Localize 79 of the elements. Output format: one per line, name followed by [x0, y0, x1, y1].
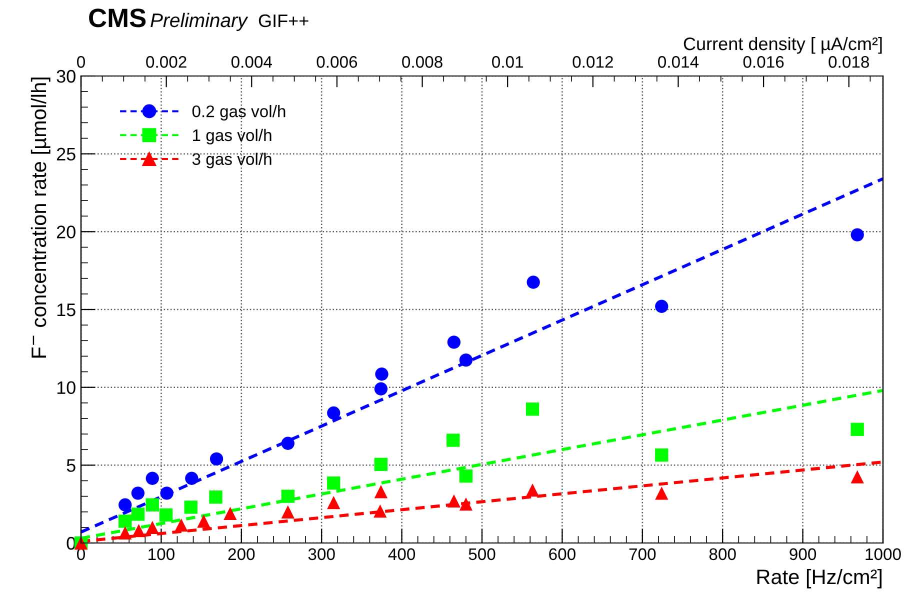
y-axis-title: F$^{−}$ concentration rate [µmol/lh] — [30, 78, 50, 358]
point — [281, 436, 295, 450]
point — [160, 486, 174, 500]
point — [374, 458, 388, 471]
point — [850, 228, 864, 242]
text: GIF++ — [258, 14, 308, 28]
point — [146, 498, 159, 512]
point — [174, 518, 188, 532]
x2-tick-label: 0.004 — [231, 56, 272, 68]
x-tick-label: 800 — [709, 548, 736, 560]
point — [327, 406, 340, 420]
point — [281, 490, 295, 503]
point — [850, 422, 864, 436]
x2-tick-label: 0 — [77, 56, 85, 68]
x2-tick-label: 0.002 — [146, 56, 186, 68]
point — [374, 485, 388, 498]
point — [375, 368, 388, 381]
x-tick-label: 700 — [629, 548, 656, 560]
point — [446, 434, 460, 447]
legend-label: 3 gas vol/h — [192, 152, 272, 168]
x-tick-label: 1000 — [866, 548, 901, 560]
x2-tick-label: 0.012 — [572, 56, 613, 68]
x2-tick-label: 0.014 — [658, 56, 699, 68]
x-tick-label: 600 — [549, 548, 576, 560]
x2-tick-label: 0.016 — [743, 56, 784, 68]
point — [655, 300, 668, 313]
point — [146, 472, 159, 485]
point — [131, 508, 145, 521]
y-tick-label: 5 — [66, 459, 76, 472]
point — [118, 498, 132, 512]
point — [132, 524, 146, 538]
point — [459, 354, 473, 367]
y-tick-label: 10 — [57, 381, 76, 394]
point — [185, 472, 198, 485]
text: CMS — [89, 8, 146, 28]
x-tick-label: 900 — [790, 548, 816, 560]
point — [526, 276, 540, 289]
point — [197, 514, 210, 528]
x-tick-label: 300 — [308, 548, 335, 560]
point — [850, 470, 864, 484]
x-tick-label: 500 — [468, 548, 496, 560]
x-axis-title: Rate [Hz/cm²] — [757, 568, 882, 588]
point — [281, 505, 295, 518]
point — [374, 504, 387, 518]
y-tick-label: 15 — [57, 304, 76, 316]
point — [327, 496, 340, 510]
y-tick-label: 30 — [56, 70, 76, 83]
point — [224, 506, 237, 520]
x-tick-label: 200 — [228, 548, 255, 560]
y-tick-label: 20 — [56, 226, 76, 238]
point — [146, 520, 159, 534]
point — [327, 476, 340, 490]
point — [526, 483, 540, 497]
x2-tick-label: 0.006 — [316, 56, 358, 68]
legend-label: 0.2 gas vol/h — [192, 105, 286, 121]
y-tick-label: 25 — [56, 148, 76, 161]
point — [159, 508, 173, 522]
point — [655, 448, 668, 462]
point — [118, 514, 132, 528]
x-tick-label: 400 — [388, 548, 416, 560]
point — [655, 486, 668, 500]
point — [184, 500, 198, 514]
point — [374, 382, 388, 396]
x-tick-label: 100 — [148, 548, 174, 560]
point — [118, 526, 132, 540]
point — [210, 452, 224, 466]
point — [131, 486, 145, 500]
x2-tick-label: 0.008 — [402, 56, 442, 68]
text: Preliminary — [150, 12, 248, 32]
point — [447, 336, 461, 349]
point — [447, 494, 461, 508]
point — [209, 490, 222, 504]
x2-tick-label: 0.018 — [828, 56, 870, 68]
x2-axis-title: Current density [ µA/cm²] — [684, 36, 882, 54]
point — [459, 469, 473, 483]
legend-label: 1 gas vol/h — [192, 128, 272, 144]
point — [526, 402, 540, 416]
x2-tick-label: 0.01 — [492, 56, 524, 68]
point — [459, 497, 473, 511]
